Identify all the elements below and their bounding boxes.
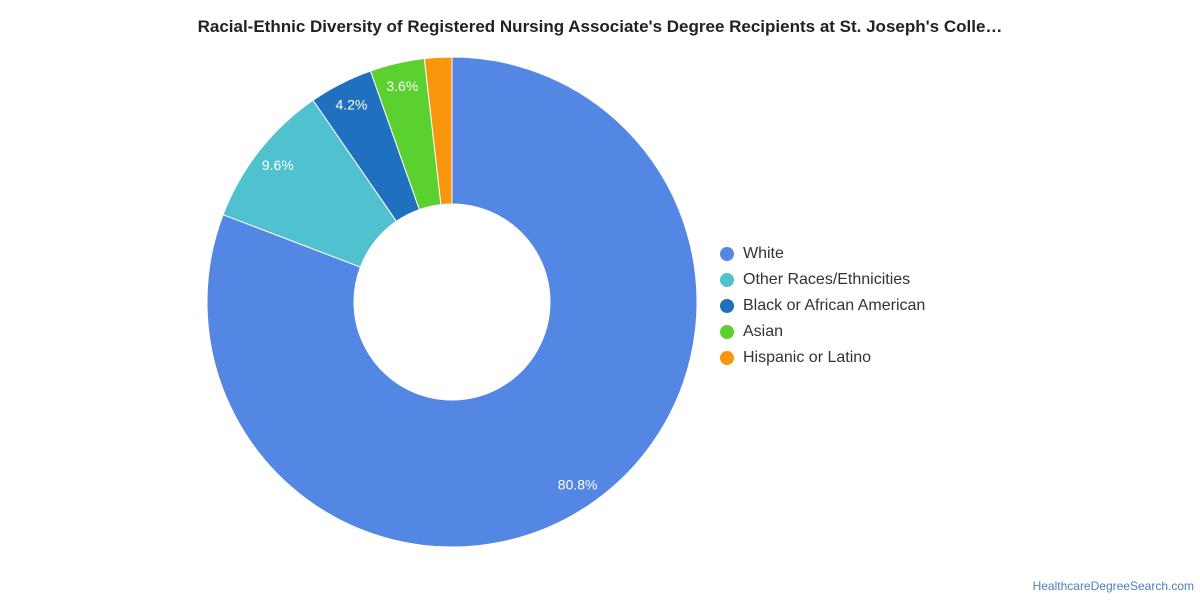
legend-item-black-or-african-american[interactable]: Black or African American (720, 293, 925, 319)
legend-label: Other Races/Ethnicities (743, 271, 911, 288)
legend-swatch (720, 247, 734, 261)
legend-swatch (720, 351, 734, 365)
slice-hispanic-or-latino[interactable] (423, 56, 453, 206)
data-label-white: 80.8% (558, 476, 598, 492)
legend-swatch (720, 299, 734, 313)
legend-item-hispanic-or-latino[interactable]: Hispanic or Latino (720, 345, 925, 371)
slice-white[interactable] (206, 56, 698, 548)
legend-label: White (743, 245, 784, 262)
data-label-asian: 3.6% (386, 78, 418, 94)
legend-swatch (720, 273, 734, 287)
data-label-black-or-african-american: 4.2% (335, 97, 367, 113)
legend-label: Asian (743, 323, 784, 340)
legend: White Other Races/Ethnicities Black or Afr… (720, 241, 925, 371)
source-link[interactable]: HealthcareDegreeSearch.com (1032, 579, 1194, 593)
legend-label: Hispanic or Latino (743, 349, 872, 366)
legend-swatch (720, 325, 734, 339)
legend-label: Black or African American (743, 297, 926, 314)
legend-item-other-races-ethnicities[interactable]: Other Races/Ethnicities (720, 267, 925, 293)
slices-group (206, 56, 698, 548)
chart-title: Racial-Ethnic Diversity of Registered Nu… (197, 17, 1003, 36)
data-label-other-races-ethnicities: 9.6% (262, 157, 294, 173)
legend-item-asian[interactable]: Asian (720, 319, 925, 345)
legend-item-white[interactable]: White (720, 241, 925, 267)
data-labels-group: 80.8% 9.6% 4.2% 3.6% (262, 78, 598, 492)
